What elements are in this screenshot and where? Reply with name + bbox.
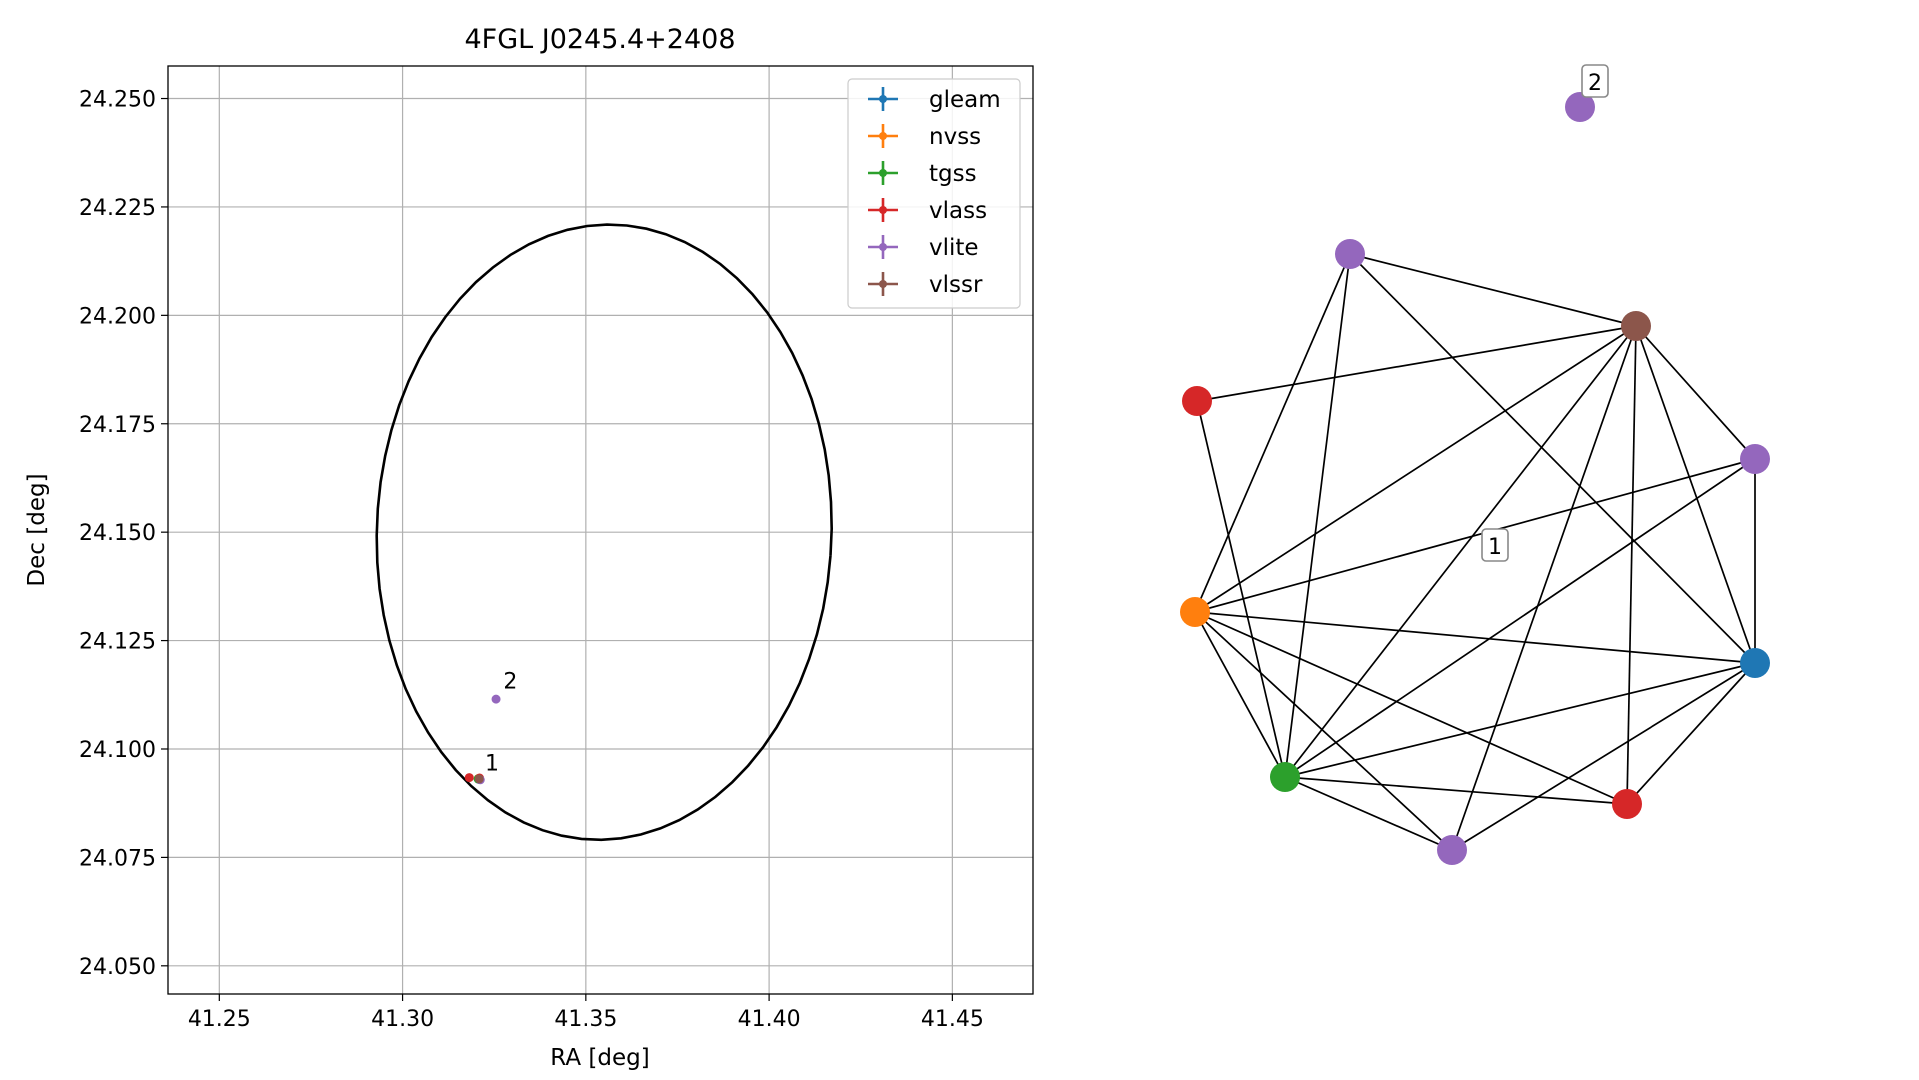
network-edge	[1626, 662, 1756, 805]
network-nodes	[1180, 92, 1770, 865]
y-tick-label: 24.125	[79, 630, 156, 655]
network-node	[1437, 835, 1467, 865]
grid-lines	[168, 66, 1033, 994]
network-node	[1740, 648, 1770, 678]
point-annotation: 1	[485, 752, 499, 777]
network-edge	[1194, 253, 1351, 613]
network-panel: 12	[1180, 64, 1770, 865]
scatter-panel: 12 41.25 41.30 41.35 41.40 41.45 24.05024.07…	[24, 24, 1034, 1071]
y-tick-label: 24.150	[79, 521, 156, 546]
network-edge	[1196, 325, 1637, 402]
network-label-text: 2	[1588, 71, 1602, 96]
legend-label: vlass	[929, 198, 987, 224]
error-ellipse	[375, 223, 834, 842]
network-edge	[1284, 776, 1628, 805]
data-points	[464, 694, 501, 785]
network-label-text: 1	[1488, 535, 1502, 560]
data-point-vlite	[491, 694, 501, 704]
x-tick-label: 41.35	[554, 1007, 617, 1032]
ellipse-outline	[375, 223, 834, 842]
legend-entry-vlite: vlite	[868, 235, 979, 261]
legend-marker-dot	[879, 280, 887, 288]
y-tick-label: 24.200	[79, 304, 156, 329]
legend-label: tgss	[929, 161, 977, 187]
network-edge	[1196, 400, 1286, 778]
network-edge	[1284, 458, 1756, 778]
legend-marker-dot	[879, 95, 887, 103]
network-label: 1	[1481, 528, 1509, 562]
network-edge	[1284, 253, 1351, 778]
network-node	[1565, 92, 1595, 122]
network-node	[1335, 239, 1365, 269]
network-edge	[1284, 662, 1756, 778]
x-tick-label: 41.45	[921, 1007, 984, 1032]
network-edge	[1349, 253, 1637, 327]
data-point-vlssr	[474, 774, 484, 784]
network-label-box	[1481, 528, 1509, 562]
network-edge	[1626, 325, 1637, 805]
x-axis-label: RA [deg]	[550, 1045, 649, 1071]
legend-marker-dot	[879, 169, 887, 177]
x-tick-label: 41.30	[371, 1007, 434, 1032]
x-axis-ticks: 41.25 41.30 41.35 41.40 41.45	[188, 994, 984, 1032]
legend-marker-dot	[879, 206, 887, 214]
y-tick-label: 24.225	[79, 196, 156, 221]
legend-entries: gleam nvss tgss vlass vlite vlssr	[868, 87, 1001, 298]
network-node	[1180, 597, 1210, 627]
legend-marker-dot	[879, 243, 887, 251]
network-edge	[1194, 458, 1756, 613]
network-edge	[1451, 662, 1756, 851]
network-edge	[1194, 611, 1756, 664]
legend-entry-vlssr: vlssr	[868, 272, 983, 298]
network-edge	[1349, 253, 1756, 664]
legend-label: vlite	[929, 235, 979, 261]
network-edge	[1194, 611, 1453, 851]
network-node	[1270, 762, 1300, 792]
y-tick-label: 24.250	[79, 88, 156, 113]
network-edge	[1284, 325, 1637, 778]
legend-label: vlssr	[929, 272, 983, 298]
network-node	[1182, 386, 1212, 416]
legend-entry-tgss: tgss	[868, 161, 977, 187]
point-annotation: 2	[503, 669, 517, 694]
y-tick-label: 24.075	[79, 846, 156, 871]
network-edge	[1194, 611, 1628, 805]
point-annotations: 12	[485, 669, 517, 776]
network-edge	[1635, 325, 1756, 460]
y-axis-label: Dec [deg]	[24, 473, 50, 586]
network-node	[1612, 789, 1642, 819]
network-label-box	[1581, 64, 1609, 98]
network-node	[1740, 444, 1770, 474]
network-edge	[1194, 611, 1286, 778]
network-edge	[1451, 325, 1637, 851]
legend-entry-gleam: gleam	[868, 87, 1001, 113]
network-edges	[1194, 253, 1756, 851]
network-edge	[1194, 325, 1637, 613]
x-tick-label: 41.25	[188, 1007, 251, 1032]
y-tick-label: 24.050	[79, 955, 156, 980]
plot-frame	[167, 65, 1034, 995]
y-tick-label: 24.175	[79, 413, 156, 438]
legend-entry-vlass: vlass	[868, 198, 987, 224]
y-tick-label: 24.100	[79, 738, 156, 763]
network-node	[1621, 311, 1651, 341]
x-tick-label: 41.40	[738, 1007, 801, 1032]
legend-entry-nvss: nvss	[868, 124, 981, 150]
network-labels: 12	[1481, 64, 1609, 562]
network-label: 2	[1581, 64, 1609, 98]
legend-marker-dot	[879, 132, 887, 140]
network-edge	[1284, 776, 1453, 851]
legend-label: nvss	[929, 124, 981, 150]
chart-title: 4FGL J0245.4+2408	[464, 24, 735, 55]
data-point-vlass	[464, 773, 474, 783]
network-edge	[1635, 325, 1756, 664]
legend: gleam nvss tgss vlass vlite vlssr	[847, 78, 1021, 309]
y-axis-ticks: 24.050 24.075 24.100 24.125 24.150 24.175 24.2…	[79, 88, 168, 980]
legend-label: gleam	[929, 87, 1001, 113]
